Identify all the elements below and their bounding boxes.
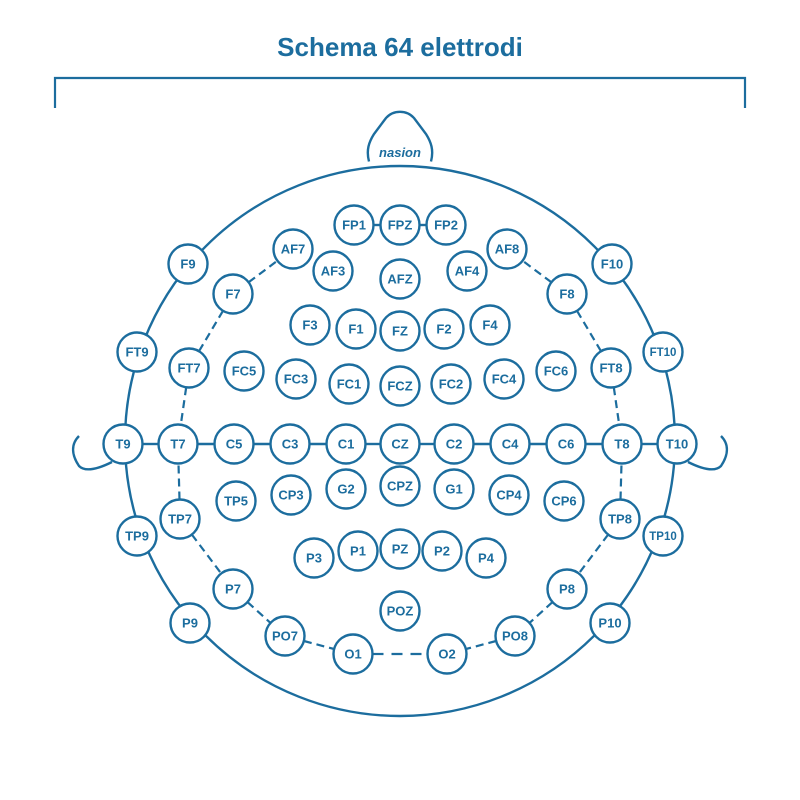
svg-text:CP4: CP4 [496,487,522,502]
svg-text:C1: C1 [338,436,355,451]
svg-text:FC3: FC3 [284,371,309,386]
svg-text:FP2: FP2 [434,217,458,232]
svg-text:C5: C5 [226,436,243,451]
svg-text:nasion: nasion [379,145,421,160]
svg-text:F9: F9 [180,256,195,271]
svg-text:C4: C4 [502,436,519,451]
svg-text:F3: F3 [302,317,317,332]
svg-text:T9: T9 [115,436,130,451]
svg-text:G2: G2 [337,481,354,496]
svg-text:P9: P9 [182,615,198,630]
svg-text:P10: P10 [598,615,621,630]
svg-text:P7: P7 [225,581,241,596]
svg-text:TP5: TP5 [224,493,248,508]
svg-text:POZ: POZ [387,603,414,618]
svg-text:P3: P3 [306,550,322,565]
svg-text:FP1: FP1 [342,217,366,232]
svg-text:G1: G1 [445,481,462,496]
svg-text:FT10: FT10 [650,347,677,359]
svg-text:F4: F4 [482,317,498,332]
svg-text:FT8: FT8 [599,360,622,375]
svg-text:TP10: TP10 [649,531,677,543]
svg-text:T7: T7 [170,436,185,451]
svg-text:P4: P4 [478,550,495,565]
svg-text:TP8: TP8 [608,511,632,526]
svg-text:C6: C6 [558,436,575,451]
svg-text:FC4: FC4 [492,371,517,386]
svg-text:FC6: FC6 [544,363,569,378]
svg-text:O2: O2 [438,646,455,661]
svg-text:FPZ: FPZ [388,217,413,232]
svg-text:PO8: PO8 [502,628,528,643]
svg-text:CZ: CZ [391,436,408,451]
svg-text:CP3: CP3 [278,487,303,502]
svg-text:C3: C3 [282,436,299,451]
svg-text:P1: P1 [350,543,366,558]
svg-text:FT9: FT9 [125,344,148,359]
svg-text:F10: F10 [601,256,623,271]
svg-text:AF3: AF3 [321,263,346,278]
svg-text:AF8: AF8 [495,241,520,256]
svg-text:Schema 64 elettrodi: Schema 64 elettrodi [277,32,523,62]
svg-text:FC2: FC2 [439,376,464,391]
svg-text:PO7: PO7 [272,628,298,643]
svg-text:FZ: FZ [392,323,408,338]
svg-text:F7: F7 [225,286,240,301]
svg-text:AFZ: AFZ [387,271,412,286]
svg-text:CPZ: CPZ [387,478,413,493]
svg-text:FC1: FC1 [337,376,362,391]
svg-text:TP9: TP9 [125,528,149,543]
svg-text:F2: F2 [436,321,451,336]
svg-text:T10: T10 [666,436,688,451]
svg-text:AF4: AF4 [455,263,480,278]
svg-text:F8: F8 [559,286,574,301]
svg-text:FT7: FT7 [177,360,200,375]
svg-text:C2: C2 [446,436,463,451]
svg-text:TP7: TP7 [168,511,192,526]
svg-text:F1: F1 [348,321,363,336]
svg-text:FCZ: FCZ [387,378,412,393]
svg-text:AF7: AF7 [281,241,306,256]
svg-text:T8: T8 [614,436,629,451]
svg-text:P2: P2 [434,543,450,558]
svg-text:CP6: CP6 [551,493,576,508]
svg-text:P8: P8 [559,581,575,596]
svg-text:FC5: FC5 [232,363,257,378]
svg-text:O1: O1 [344,646,361,661]
svg-text:PZ: PZ [392,541,409,556]
